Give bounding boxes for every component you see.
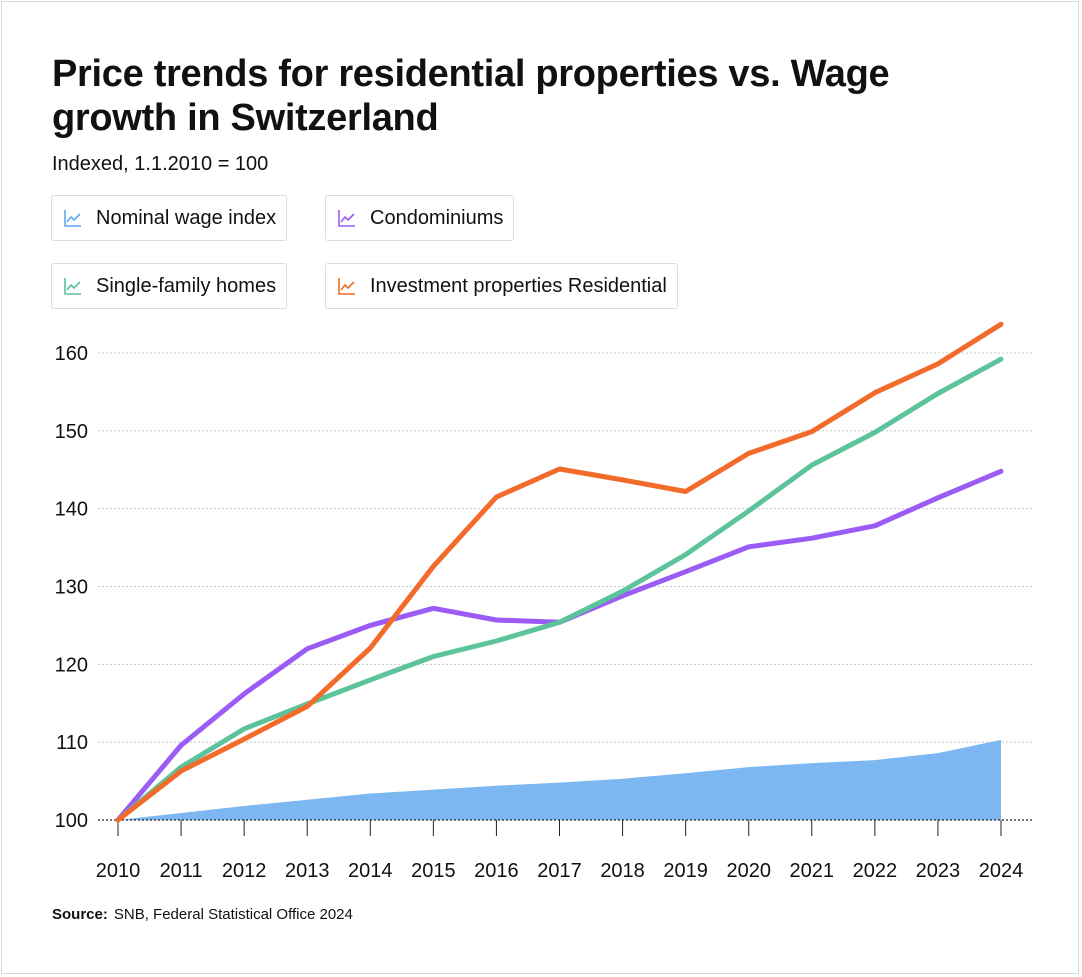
legend-label: Nominal wage index [96, 206, 277, 229]
x-tick-label: 2010 [96, 860, 141, 882]
x-tick-label: 2024 [979, 860, 1024, 882]
legend-item-nominal-wage-index[interactable]: Nominal wage index [51, 195, 288, 241]
source-label: Source: [52, 906, 108, 923]
x-tick-label: 2014 [348, 860, 393, 882]
source-note: Source: SNB, Federal Statistical Office 2… [52, 906, 353, 923]
legend-label: Condominiums [370, 206, 504, 229]
y-tick-label: 150 [55, 421, 88, 443]
line-chart-icon [338, 210, 355, 227]
legend-label: Investment properties Residential [370, 274, 667, 297]
x-tick-label: 2022 [853, 860, 898, 882]
x-tick-label: 2016 [474, 860, 519, 882]
x-tick-label: 2017 [537, 860, 582, 882]
line-chart-icon [338, 278, 355, 295]
x-tick-label: 2013 [285, 860, 330, 882]
legend-item-single-family-homes[interactable]: Single-family homes [51, 263, 288, 309]
x-tick-label: 2012 [222, 860, 267, 882]
chart-subtitle: Indexed, 1.1.2010 = 100 [52, 153, 269, 175]
x-tick-label: 2011 [160, 860, 203, 882]
line-chart-icon [64, 278, 81, 295]
y-tick-label: 160 [55, 343, 88, 365]
legend-label: Single-family homes [96, 274, 277, 297]
line-chart-icon [64, 210, 81, 227]
x-tick-label: 2019 [663, 860, 708, 882]
source-text: SNB, Federal Statistical Office 2024 [113, 906, 353, 923]
series-area-nominal-wage-index [118, 739, 1001, 820]
y-tick-label: 130 [55, 577, 88, 599]
y-tick-label: 140 [55, 499, 88, 521]
x-tick-label: 2021 [790, 860, 835, 882]
chart-title: Price trends for residential properties … [52, 53, 890, 139]
x-tick-label: 2023 [916, 860, 961, 882]
x-tick-label: 2015 [411, 860, 456, 882]
x-tick-label: 2020 [726, 860, 771, 882]
y-tick-label: 100 [55, 810, 88, 832]
y-tick-label: 120 [55, 654, 88, 676]
series-line-single-family-homes [115, 356, 1004, 823]
legend-item-condominiums[interactable]: Condominiums [325, 195, 515, 241]
y-tick-label: 110 [56, 732, 88, 754]
legend-item-investment-properties[interactable]: Investment properties Residential [325, 263, 678, 309]
series-line-investment-properties-residential [115, 321, 1004, 823]
x-tick-label: 2018 [600, 860, 645, 882]
